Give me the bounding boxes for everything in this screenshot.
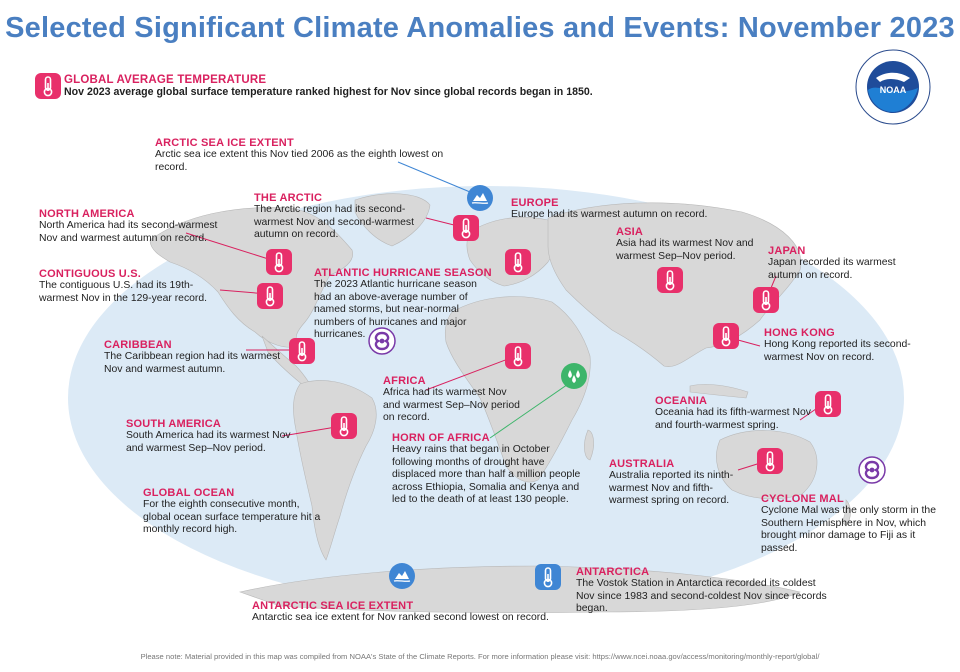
- hong-kong-thermometer-icon: [712, 322, 740, 350]
- label-oceania: OCEANIA Oceania had its fifth-warmest No…: [655, 395, 815, 432]
- text-cyclone-mal: Cyclone Mal was the only storm in the So…: [761, 505, 936, 554]
- label-global-ocean: GLOBAL OCEAN For the eighth consecutive …: [143, 487, 328, 537]
- text-arctic-sea-ice: Arctic sea ice extent this Nov tied 2006…: [155, 149, 444, 173]
- text-asia: Asia had its warmest Nov and warmest Sep…: [616, 238, 754, 262]
- text-japan: Japan recorded its warmest autumn on rec…: [768, 257, 896, 281]
- leader-line-arctic-sea-ice: [397, 161, 471, 193]
- label-contiguous-us: CONTIGUOUS U.S. The contiguous U.S. had …: [39, 268, 229, 305]
- heading-arctic-sea-ice: ARCTIC SEA ICE EXTENT: [155, 137, 294, 149]
- label-arctic-sea-ice: ARCTIC SEA ICE EXTENT Arctic sea ice ext…: [155, 137, 455, 174]
- text-antarctica: The Vostok Station in Antarctica recorde…: [576, 578, 827, 615]
- atlantic-hurricane-icon: [368, 327, 396, 355]
- leader-line-north-america: [185, 232, 279, 263]
- label-japan: JAPAN Japan recorded its warmest autumn …: [768, 245, 903, 282]
- antarctica-landmass: [238, 565, 801, 614]
- label-the-arctic: THE ARCTIC The Arctic region had its sec…: [254, 192, 429, 242]
- central-america-landmass: [261, 335, 311, 387]
- footer-note: Please note: Material provided in this m…: [140, 652, 820, 661]
- australia-thermometer-icon: [756, 447, 784, 475]
- label-antarctic-sea-ice: ANTARCTIC SEA ICE EXTENT Antarctic sea i…: [252, 600, 552, 625]
- label-horn-of-africa: HORN OF AFRICA Heavy rains that began in…: [392, 432, 587, 506]
- noaa-logo: NOAA: [855, 49, 931, 125]
- africa-landmass: [444, 296, 591, 483]
- madagascar-landmass: [584, 429, 594, 461]
- text-atlantic-hurricane: The 2023 Atlantic hurricane season had a…: [314, 279, 477, 341]
- japan-thermometer-icon: [752, 286, 780, 314]
- contiguous-us-thermometer-icon: [256, 282, 284, 310]
- heading-antarctic-sea-ice: ANTARCTIC SEA ICE EXTENT: [252, 600, 414, 612]
- greenland-landmass: [354, 193, 431, 247]
- heading-europe: EUROPE: [511, 197, 559, 209]
- noaa-logo-text: NOAA: [880, 85, 907, 95]
- text-the-arctic: The Arctic region had its second-warmest…: [254, 204, 414, 241]
- heading-antarctica: ANTARCTICA: [576, 566, 650, 578]
- text-oceania: Oceania had its fifth-warmest Nov and fo…: [655, 407, 811, 431]
- heading-the-arctic: THE ARCTIC: [254, 192, 323, 204]
- africa-thermometer-icon: [504, 342, 532, 370]
- cyclone-mal-icon: [858, 456, 886, 484]
- label-asia: ASIA Asia had its warmest Nov and warmes…: [616, 226, 756, 263]
- heading-contiguous-us: CONTIGUOUS U.S.: [39, 268, 142, 280]
- text-global-ocean: For the eighth consecutive month, global…: [143, 499, 321, 536]
- text-australia: Australia reported its ninth-warmest Nov…: [609, 470, 734, 507]
- heading-horn-of-africa: HORN OF AFRICA: [392, 432, 490, 444]
- page-title: Selected Significant Climate Anomalies a…: [5, 12, 955, 44]
- arctic-sea-ice-icon: [466, 184, 494, 212]
- label-caribbean: CARIBBEAN The Caribbean region had its w…: [104, 339, 284, 376]
- global-average-thermometer-icon: [34, 72, 62, 100]
- oceania-thermometer-icon: [814, 390, 842, 418]
- new-zealand-landmass: [841, 499, 851, 527]
- global-average-text: Nov 2023 average global surface temperat…: [64, 86, 593, 99]
- heading-cyclone-mal: CYCLONE MAL: [761, 493, 844, 505]
- global-average-temperature-label: GLOBAL AVERAGE TEMPERATURE Nov 2023 aver…: [64, 74, 604, 99]
- text-antarctic-sea-ice: Antarctic sea ice extent for Nov ranked …: [252, 612, 549, 624]
- text-hong-kong: Hong Kong reported its second-warmest No…: [764, 339, 911, 363]
- leader-line-africa: [425, 355, 517, 391]
- europe-thermometer-icon: [504, 248, 532, 276]
- label-hong-kong: HONG KONG Hong Kong reported its second-…: [764, 327, 914, 364]
- label-north-america: NORTH AMERICA North America had its seco…: [39, 208, 229, 245]
- heading-atlantic-hurricane: ATLANTIC HURRICANE SEASON: [314, 267, 492, 279]
- text-europe: Europe had its warmest autumn on record.: [511, 209, 708, 221]
- label-cyclone-mal: CYCLONE MAL Cyclone Mal was the only sto…: [761, 493, 936, 555]
- antarctic-sea-ice-icon: [388, 562, 416, 590]
- heading-australia: AUSTRALIA: [609, 458, 675, 470]
- label-australia: AUSTRALIA Australia reported its ninth-w…: [609, 458, 749, 508]
- heading-hong-kong: HONG KONG: [764, 327, 835, 339]
- heading-japan: JAPAN: [768, 245, 806, 257]
- heading-north-america: NORTH AMERICA: [39, 208, 135, 220]
- heading-caribbean: CARIBBEAN: [104, 339, 172, 351]
- label-south-america: SOUTH AMERICA South America had its warm…: [126, 418, 296, 455]
- heading-global-ocean: GLOBAL OCEAN: [143, 487, 235, 499]
- text-africa: Africa had its warmest Nov and warmest S…: [383, 387, 520, 424]
- heading-africa: AFRICA: [383, 375, 426, 387]
- text-contiguous-us: The contiguous U.S. had its 19th-warmest…: [39, 280, 208, 304]
- horn-of-africa-rain-icon: [560, 362, 588, 390]
- south-america-thermometer-icon: [330, 412, 358, 440]
- label-antarctica: ANTARCTICA The Vostok Station in Antarct…: [576, 566, 831, 616]
- label-atlantic-hurricane: ATLANTIC HURRICANE SEASON The 2023 Atlan…: [314, 267, 494, 341]
- leader-line-horn-of-africa: [489, 379, 575, 439]
- the-arctic-thermometer-icon: [452, 214, 480, 242]
- indonesia-landmass: [689, 384, 749, 399]
- label-africa: AFRICA Africa had its warmest Nov and wa…: [383, 375, 523, 425]
- antarctica-cold-thermometer-icon: [534, 563, 562, 591]
- text-south-america: South America had its warmest Nov and wa…: [126, 430, 291, 454]
- heading-asia: ASIA: [616, 226, 644, 238]
- text-caribbean: The Caribbean region had its warmest Nov…: [104, 351, 281, 375]
- leader-line-hong-kong: [737, 339, 761, 347]
- north-america-thermometer-icon: [265, 248, 293, 276]
- heading-oceania: OCEANIA: [655, 395, 708, 407]
- label-europe: EUROPE Europe had its warmest autumn on …: [511, 197, 711, 222]
- caribbean-thermometer-icon: [288, 337, 316, 365]
- global-average-heading: GLOBAL AVERAGE TEMPERATURE: [64, 74, 267, 86]
- asia-thermometer-icon: [656, 266, 684, 294]
- text-north-america: North America had its second-warmest Nov…: [39, 220, 218, 244]
- heading-south-america: SOUTH AMERICA: [126, 418, 222, 430]
- north-america-landmass: [149, 207, 353, 348]
- text-horn-of-africa: Heavy rains that began in October follow…: [392, 444, 581, 506]
